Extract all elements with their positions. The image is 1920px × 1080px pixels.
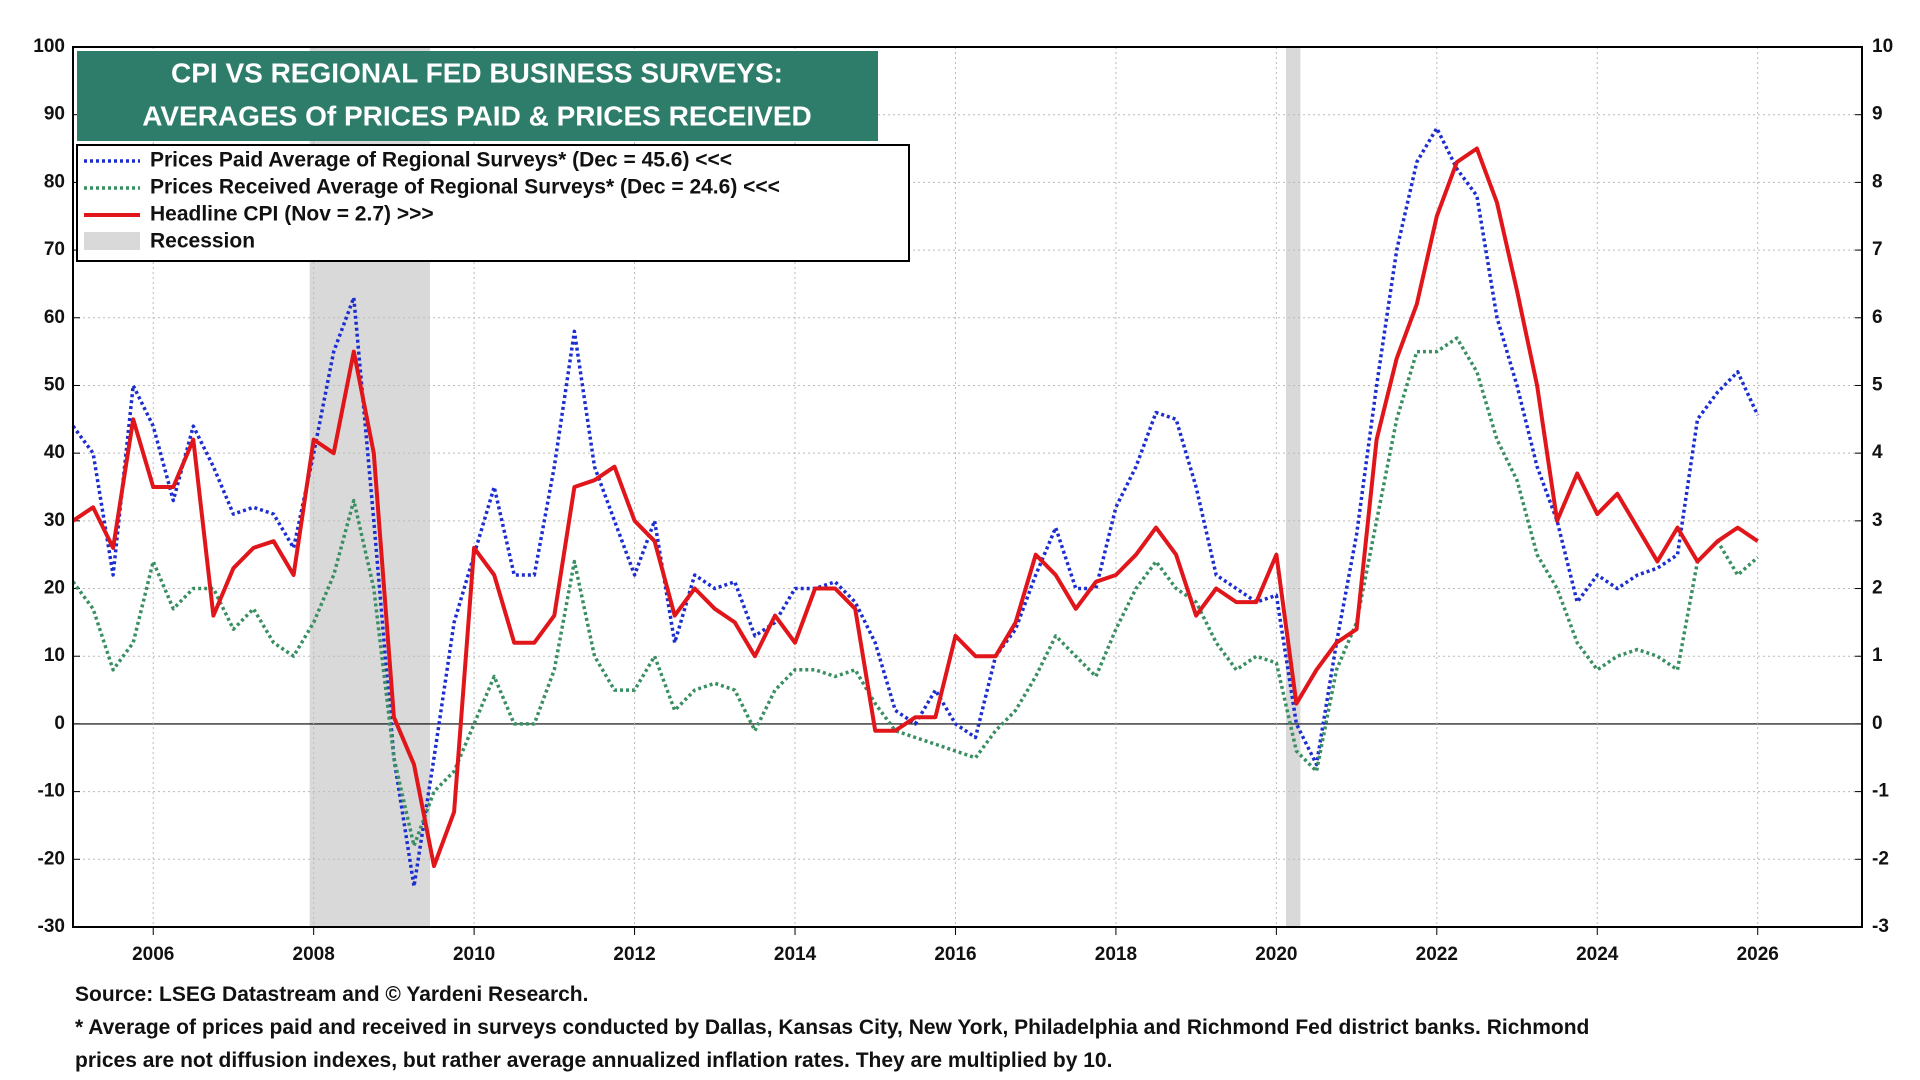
y2-tick-label: 4	[1872, 442, 1883, 463]
y2-tick-label: -2	[1872, 848, 1889, 869]
x-tick-label: 2016	[934, 944, 976, 965]
series-line	[71, 336, 1759, 848]
legend-label: Headline CPI (Nov = 2.7) >>>	[150, 203, 434, 226]
chart-title: AVERAGES Of PRICES PAID & PRICES RECEIVE…	[142, 100, 812, 131]
x-tick-label: 2006	[132, 944, 174, 965]
legend-label: Prices Paid Average of Regional Surveys*…	[150, 149, 732, 172]
y2-tick-label: 8	[1872, 171, 1883, 192]
y-tick-label: 50	[44, 374, 65, 395]
y-tick-label: 60	[44, 307, 65, 328]
y2-tick-label: 3	[1872, 510, 1883, 531]
series-line	[71, 126, 1760, 889]
y-tick-label: 0	[54, 713, 65, 734]
y-tick-label: -10	[38, 781, 65, 802]
y2-tick-label: 0	[1872, 713, 1883, 734]
y-tick-label: -30	[38, 916, 65, 937]
y2-tick-label: 7	[1872, 239, 1883, 260]
source: Source: LSEG Datastream and © Yardeni Re…	[75, 983, 588, 1006]
y2-tick-label: 5	[1872, 374, 1883, 395]
x-tick-label: 2014	[774, 944, 817, 965]
x-tick-label: 2026	[1737, 944, 1779, 965]
legend-swatch	[84, 232, 140, 250]
chart-title: CPI VS REGIONAL FED BUSINESS SURVEYS:	[171, 57, 783, 88]
plot-frame	[72, 46, 1863, 928]
y-tick-label: 30	[44, 510, 65, 531]
y-tick-label: 40	[44, 442, 65, 463]
recession-band	[1285, 47, 1301, 927]
y-tick-label: 10	[44, 645, 65, 666]
y2-tick-label: 2	[1872, 578, 1883, 599]
y2-tick-label: -1	[1872, 781, 1889, 802]
x-tick-label: 2018	[1095, 944, 1137, 965]
y2-tick-label: -3	[1872, 916, 1889, 937]
footnote: * Average of prices paid and received in…	[75, 1016, 1589, 1039]
legend-box	[76, 144, 910, 262]
y-tick-label: 70	[44, 239, 65, 260]
y-tick-label: -20	[38, 848, 65, 869]
y-tick-label: 90	[44, 104, 65, 125]
title-box	[77, 51, 878, 141]
x-tick-label: 2022	[1416, 944, 1458, 965]
x-tick-label: 2020	[1255, 944, 1297, 965]
x-tick-label: 2024	[1576, 944, 1619, 965]
y-tick-label: 20	[44, 578, 65, 599]
x-tick-label: 2010	[453, 944, 495, 965]
footnote: prices are not diffusion indexes, but ra…	[75, 1049, 1112, 1072]
y2-tick-label: 6	[1872, 307, 1883, 328]
y-tick-label: 80	[44, 171, 65, 192]
series-line	[71, 146, 1759, 869]
legend-label: Prices Received Average of Regional Surv…	[150, 176, 780, 199]
x-tick-label: 2008	[293, 944, 335, 965]
y2-tick-label: 1	[1872, 645, 1883, 666]
x-tick-label: 2012	[613, 944, 655, 965]
y2-tick-label: 10	[1872, 36, 1893, 57]
legend-label: Recession	[150, 230, 255, 253]
y-tick-label: 100	[33, 36, 65, 57]
y2-tick-label: 9	[1872, 104, 1883, 125]
